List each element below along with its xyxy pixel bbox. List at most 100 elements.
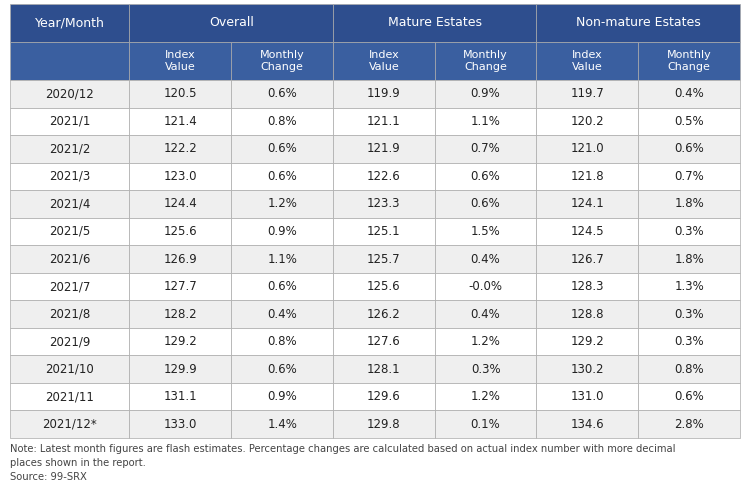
- Bar: [10, 163, 130, 190]
- Text: Index
Value: Index Value: [165, 50, 196, 72]
- Text: 129.8: 129.8: [367, 418, 400, 431]
- Bar: [333, 42, 435, 80]
- Text: 120.2: 120.2: [571, 115, 604, 128]
- Bar: [638, 135, 740, 163]
- Text: 0.4%: 0.4%: [471, 253, 500, 266]
- Bar: [638, 190, 740, 218]
- Text: 129.6: 129.6: [367, 390, 400, 403]
- Bar: [10, 135, 130, 163]
- Text: 1.2%: 1.2%: [267, 198, 297, 211]
- Text: 122.2: 122.2: [164, 142, 197, 155]
- Text: 119.9: 119.9: [367, 87, 400, 100]
- Bar: [435, 163, 536, 190]
- Text: 129.2: 129.2: [571, 335, 604, 348]
- Bar: [231, 300, 333, 328]
- Bar: [536, 135, 638, 163]
- Text: 0.9%: 0.9%: [267, 225, 297, 238]
- Bar: [638, 328, 740, 355]
- Text: 0.4%: 0.4%: [674, 87, 704, 100]
- Bar: [130, 4, 333, 42]
- Bar: [435, 245, 536, 273]
- Text: 128.8: 128.8: [571, 307, 604, 321]
- Bar: [231, 80, 333, 107]
- Bar: [130, 300, 231, 328]
- Text: 1.2%: 1.2%: [471, 335, 500, 348]
- Text: 0.8%: 0.8%: [674, 363, 704, 375]
- Text: 126.9: 126.9: [164, 253, 197, 266]
- Text: 124.4: 124.4: [164, 198, 197, 211]
- Text: Monthly
Change: Monthly Change: [464, 50, 508, 72]
- Text: 2021/7: 2021/7: [49, 280, 91, 293]
- Text: 0.9%: 0.9%: [471, 87, 500, 100]
- Bar: [231, 410, 333, 438]
- Text: 125.6: 125.6: [367, 280, 400, 293]
- Text: 127.6: 127.6: [367, 335, 400, 348]
- Bar: [435, 107, 536, 135]
- Bar: [333, 218, 435, 245]
- Text: 0.3%: 0.3%: [674, 225, 704, 238]
- Text: Index
Value: Index Value: [368, 50, 399, 72]
- Text: 121.8: 121.8: [571, 170, 604, 183]
- Text: Note: Latest month figures are flash estimates. Percentage changes are calculate: Note: Latest month figures are flash est…: [10, 444, 676, 468]
- Text: 1.5%: 1.5%: [471, 225, 500, 238]
- Text: 0.6%: 0.6%: [267, 142, 297, 155]
- Bar: [10, 273, 130, 300]
- Text: 126.2: 126.2: [367, 307, 400, 321]
- Bar: [10, 383, 130, 410]
- Bar: [435, 300, 536, 328]
- Bar: [638, 355, 740, 383]
- Bar: [333, 135, 435, 163]
- Bar: [333, 383, 435, 410]
- Bar: [435, 355, 536, 383]
- Bar: [10, 355, 130, 383]
- Bar: [333, 163, 435, 190]
- Bar: [536, 218, 638, 245]
- Bar: [638, 107, 740, 135]
- Text: 122.6: 122.6: [367, 170, 400, 183]
- Bar: [435, 42, 536, 80]
- Bar: [231, 273, 333, 300]
- Bar: [333, 80, 435, 107]
- Text: 121.1: 121.1: [367, 115, 400, 128]
- Bar: [536, 190, 638, 218]
- Bar: [536, 383, 638, 410]
- Bar: [638, 80, 740, 107]
- Bar: [231, 328, 333, 355]
- Text: Monthly
Change: Monthly Change: [260, 50, 305, 72]
- Text: 126.7: 126.7: [571, 253, 604, 266]
- Text: 123.3: 123.3: [367, 198, 400, 211]
- Text: 133.0: 133.0: [164, 418, 197, 431]
- Bar: [231, 42, 333, 80]
- Text: 1.8%: 1.8%: [674, 198, 704, 211]
- Bar: [536, 273, 638, 300]
- Bar: [130, 163, 231, 190]
- Text: 124.1: 124.1: [571, 198, 604, 211]
- Bar: [536, 42, 638, 80]
- Text: 0.6%: 0.6%: [267, 280, 297, 293]
- Bar: [130, 218, 231, 245]
- Bar: [10, 218, 130, 245]
- Text: 0.9%: 0.9%: [267, 390, 297, 403]
- Bar: [435, 218, 536, 245]
- Bar: [10, 300, 130, 328]
- Bar: [536, 355, 638, 383]
- Text: 0.6%: 0.6%: [267, 87, 297, 100]
- Text: 0.3%: 0.3%: [471, 363, 500, 375]
- Text: 123.0: 123.0: [164, 170, 197, 183]
- Text: 0.8%: 0.8%: [267, 335, 297, 348]
- Text: 2020/12: 2020/12: [45, 87, 94, 100]
- Text: 0.6%: 0.6%: [674, 142, 704, 155]
- Text: 2021/11: 2021/11: [45, 390, 94, 403]
- Text: 0.4%: 0.4%: [471, 307, 500, 321]
- Text: 0.6%: 0.6%: [674, 390, 704, 403]
- Text: 0.6%: 0.6%: [471, 170, 500, 183]
- Text: Source: 99-SRX: Source: 99-SRX: [10, 472, 87, 482]
- Text: 0.4%: 0.4%: [267, 307, 297, 321]
- Bar: [638, 273, 740, 300]
- Text: 128.1: 128.1: [367, 363, 400, 375]
- Text: 2.8%: 2.8%: [674, 418, 704, 431]
- Text: 0.8%: 0.8%: [267, 115, 297, 128]
- Bar: [130, 410, 231, 438]
- Text: 0.7%: 0.7%: [471, 142, 500, 155]
- Bar: [130, 190, 231, 218]
